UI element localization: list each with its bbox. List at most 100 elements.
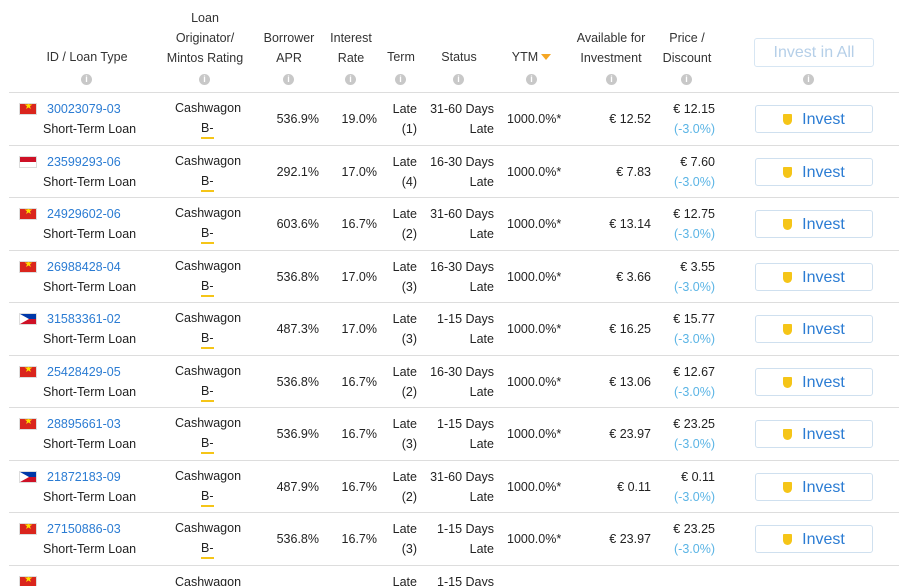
- info-icon[interactable]: i: [345, 74, 356, 85]
- shield-icon: [783, 482, 792, 493]
- col-term[interactable]: Term: [381, 47, 421, 67]
- invest-button[interactable]: Invest: [755, 368, 873, 396]
- shield-icon: [783, 272, 792, 283]
- col-ytm[interactable]: YTM: [504, 47, 559, 67]
- mintos-rating[interactable]: B-: [201, 277, 214, 297]
- mintos-rating[interactable]: B-: [201, 224, 214, 244]
- col-status[interactable]: Status: [433, 47, 485, 67]
- info-icon[interactable]: i: [606, 74, 617, 85]
- invest-label: Invest: [802, 216, 845, 233]
- col-borrower-apr[interactable]: Borrower APR: [259, 28, 319, 68]
- mintos-rating[interactable]: B-: [201, 172, 214, 192]
- loan-id-link[interactable]: 26988428-04: [47, 257, 121, 277]
- info-icon[interactable]: i: [283, 74, 294, 85]
- info-icon[interactable]: i: [803, 74, 814, 85]
- mintos-rating[interactable]: B-: [201, 487, 214, 507]
- term-line2: (4): [384, 172, 417, 192]
- loan-id-link[interactable]: 27150886-03: [47, 519, 121, 539]
- invest-button[interactable]: Invest: [755, 473, 873, 501]
- flag-icon: [19, 366, 37, 378]
- borrower-apr: 536.9%: [249, 109, 319, 129]
- loan-id-link[interactable]: 24929602-06: [47, 204, 121, 224]
- term-line1: Late: [384, 414, 417, 434]
- flag-icon: [19, 471, 37, 483]
- mintos-rating[interactable]: B-: [201, 119, 214, 139]
- invest-button[interactable]: Invest: [755, 420, 873, 448]
- mintos-rating[interactable]: B-: [201, 329, 214, 349]
- flag-icon: [19, 313, 37, 325]
- interest-rate: 16.7%: [327, 529, 377, 549]
- ytm-value: 1000.0%*: [507, 424, 561, 444]
- col-price-discount[interactable]: Price / Discount: [659, 28, 715, 68]
- col-apr-line1: Borrower: [259, 28, 319, 48]
- originator-name[interactable]: Cashwagon: [175, 413, 235, 433]
- col-id-loan-type[interactable]: ID / Loan Type: [39, 47, 135, 67]
- loan-id-link[interactable]: 23599293-06: [47, 152, 121, 172]
- loan-id-link[interactable]: 31583361-02: [47, 309, 121, 329]
- term-line1: Late: [384, 519, 417, 539]
- info-icon[interactable]: i: [681, 74, 692, 85]
- loan-id-link[interactable]: 25428429-05: [47, 362, 121, 382]
- interest-rate: 17.0%: [327, 162, 377, 182]
- originator-name[interactable]: Cashwagon: [175, 466, 235, 486]
- invest-button[interactable]: Invest: [755, 263, 873, 291]
- info-icon[interactable]: i: [199, 74, 210, 85]
- loan-type: Short-Term Loan: [43, 382, 136, 402]
- term-line1: Late: [384, 99, 417, 119]
- table-row: 23599293-06 Short-Term Loan Cashwagon B-…: [9, 146, 899, 199]
- status-line1: 31-60 Days: [429, 467, 494, 487]
- loan-id-link[interactable]: 30023079-03: [47, 99, 121, 119]
- discount-value: (-3.0%): [659, 119, 715, 139]
- status-line2: Late: [429, 382, 494, 402]
- price-value: € 7.60: [659, 152, 715, 172]
- originator-name[interactable]: Cashwagon: [175, 256, 235, 276]
- status-line1: 1-15 Days: [429, 414, 494, 434]
- originator-name[interactable]: Cashwagon: [175, 361, 235, 381]
- col-originator-line2: Originator/: [159, 28, 251, 48]
- col-originator[interactable]: Loan Originator/ Mintos Rating: [159, 8, 251, 68]
- ytm-value: 1000.0%*: [507, 319, 561, 339]
- loan-type: Short-Term Loan: [43, 277, 136, 297]
- loan-id-link[interactable]: 21872183-09: [47, 467, 121, 487]
- flag-icon: [19, 418, 37, 430]
- col-interest-rate[interactable]: Interest Rate: [324, 28, 378, 68]
- term-line1: Late: [384, 204, 417, 224]
- status-line1: 16-30 Days: [429, 362, 494, 382]
- borrower-apr: 487.3%: [249, 319, 319, 339]
- invest-in-all-button[interactable]: Invest in All: [754, 38, 874, 67]
- originator-name[interactable]: Cashwagon: [175, 308, 235, 328]
- ytm-value: 1000.0%*: [507, 477, 561, 497]
- loan-id-link[interactable]: 28895661-03: [47, 414, 121, 434]
- available-amount: € 13.14: [569, 214, 651, 234]
- col-available[interactable]: Available for Investment: [571, 28, 651, 68]
- mintos-rating[interactable]: B-: [201, 382, 214, 402]
- flag-icon: [19, 261, 37, 273]
- info-icon[interactable]: i: [526, 74, 537, 85]
- invest-button[interactable]: Invest: [755, 105, 873, 133]
- discount-value: (-3.0%): [659, 329, 715, 349]
- invest-button[interactable]: Invest: [755, 525, 873, 553]
- info-icon[interactable]: i: [81, 74, 92, 85]
- originator-name[interactable]: Cashwagon: [175, 98, 235, 118]
- invest-button[interactable]: Invest: [755, 315, 873, 343]
- info-icon[interactable]: i: [453, 74, 464, 85]
- mintos-rating[interactable]: B-: [201, 434, 214, 454]
- loan-type: Short-Term Loan: [43, 329, 136, 349]
- invest-button[interactable]: Invest: [755, 210, 873, 238]
- info-icon[interactable]: i: [395, 74, 406, 85]
- borrower-apr: 292.1%: [249, 162, 319, 182]
- invest-label: Invest: [802, 374, 845, 391]
- price-value: € 0.11: [659, 467, 715, 487]
- originator-name[interactable]: Cashwagon: [175, 518, 235, 538]
- status-line1: 16-30 Days: [429, 152, 494, 172]
- term-line2: (2): [384, 382, 417, 402]
- invest-button[interactable]: Invest: [755, 158, 873, 186]
- loan-type: Short-Term Loan: [43, 487, 136, 507]
- borrower-apr: 536.8%: [249, 372, 319, 392]
- mintos-rating[interactable]: B-: [201, 539, 214, 559]
- originator-name[interactable]: Cashwagon: [175, 203, 235, 223]
- originator-name[interactable]: Cashwagon: [175, 151, 235, 171]
- loan-type: Short-Term Loan: [43, 539, 136, 559]
- invest-label: Invest: [802, 531, 845, 548]
- shield-icon: [783, 167, 792, 178]
